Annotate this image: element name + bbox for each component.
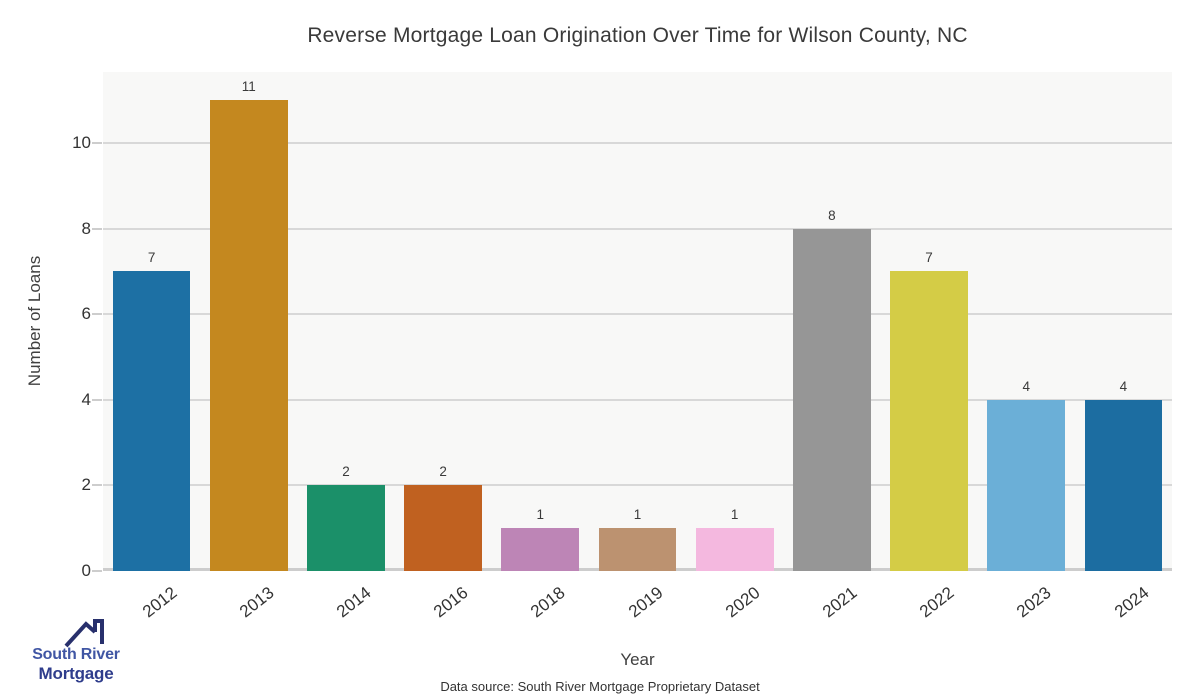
x-tick-label-2016: 2016: [430, 583, 472, 622]
gridline-y-4: [103, 398, 1172, 401]
y-tick-mark-4: [92, 398, 102, 401]
logo-text-mortgage: Mortgage: [38, 664, 114, 683]
bar-2019: [598, 528, 677, 571]
bar-value-label-2021: 8: [828, 207, 836, 223]
bar-2012: [112, 271, 191, 571]
x-tick-band-2016: 2016: [395, 577, 492, 625]
bar-value-label-2014: 2: [342, 464, 350, 480]
bar-2023: [987, 399, 1066, 571]
bar-value-label-2012: 7: [147, 250, 156, 266]
bar-2024: [1084, 399, 1163, 571]
data-source-note: Data source: South River Mortgage Propri…: [440, 679, 760, 694]
y-tick-label-8: 8: [81, 218, 91, 238]
x-tick-label-2023: 2023: [1013, 583, 1055, 622]
x-tick-band-2023: 2023: [978, 577, 1075, 625]
y-tick-label-6: 6: [81, 304, 91, 324]
bar-2022: [890, 271, 968, 571]
y-tick-mark-6: [92, 313, 102, 316]
y-tick-label-10: 10: [72, 133, 91, 153]
gridline-y-8: [103, 227, 1172, 230]
x-tick-band-2020: 2020: [686, 577, 783, 625]
x-tick-label-2014: 2014: [333, 583, 375, 622]
gridline-y-10: [103, 142, 1172, 145]
y-tick-label-0: 0: [81, 561, 91, 580]
x-tick-band-2024: 2024: [1075, 577, 1172, 625]
bar-value-label-2023: 4: [1022, 378, 1030, 394]
x-tick-label-2024: 2024: [1110, 583, 1153, 622]
bar-2020: [695, 528, 774, 571]
x-tick-band-2021: 2021: [783, 577, 880, 625]
x-tick-band-2022: 2022: [880, 577, 977, 625]
x-tick-band-2013: 2013: [200, 577, 297, 625]
bar-value-label-2013: 11: [241, 79, 256, 95]
logo-text-south-river: South River: [32, 646, 120, 663]
bar-value-label-2016: 2: [439, 464, 447, 480]
bar-2014: [307, 485, 385, 571]
x-tick-band-2019: 2019: [589, 577, 686, 625]
south-river-mortgage-logo: South River Mortgage: [16, 610, 156, 694]
x-tick-label-2018: 2018: [527, 583, 570, 622]
y-tick-mark-8: [92, 227, 102, 230]
x-axis-ticks: 2012 2013 2014 2016 2018 2019 2020 2021 2022 2023…: [103, 577, 1172, 625]
x-axis-label: Year: [620, 650, 655, 669]
gridline-y-6: [103, 313, 1172, 316]
y-tick-mark-2: [92, 484, 102, 487]
x-tick-band-2018: 2018: [492, 577, 589, 625]
bar-2021: [792, 228, 871, 571]
y-tick-label-2: 2: [81, 475, 91, 495]
plot-area: 0 2 4 6 8 10 7 11 2 2 1 1 1 8 7 4 4: [72, 72, 1172, 580]
y-tick-mark-10: [92, 142, 102, 145]
bar-value-label-2019: 1: [633, 507, 642, 523]
chart-title: Reverse Mortgage Loan Origination Over T…: [307, 24, 968, 47]
bar-value-label-2022: 7: [925, 250, 933, 266]
y-tick-mark-0: [92, 570, 102, 572]
y-tick-label-4: 4: [81, 389, 91, 409]
bar-2018: [501, 528, 580, 571]
bar-value-label-2020: 1: [730, 507, 739, 523]
x-tick-label-2019: 2019: [624, 583, 667, 622]
bar-value-label-2024: 4: [1119, 378, 1128, 394]
bar-value-label-2018: 1: [536, 507, 545, 523]
bar-2016: [404, 485, 482, 571]
x-tick-label-2020: 2020: [721, 583, 764, 622]
x-tick-label-2022: 2022: [916, 583, 958, 622]
gridline-y-2: [103, 484, 1172, 487]
x-tick-band-2014: 2014: [297, 577, 394, 625]
x-tick-label-2013: 2013: [235, 583, 278, 622]
x-tick-label-2021: 2021: [819, 583, 861, 622]
bar-2013: [209, 100, 288, 571]
house-roof-icon: [64, 619, 104, 648]
